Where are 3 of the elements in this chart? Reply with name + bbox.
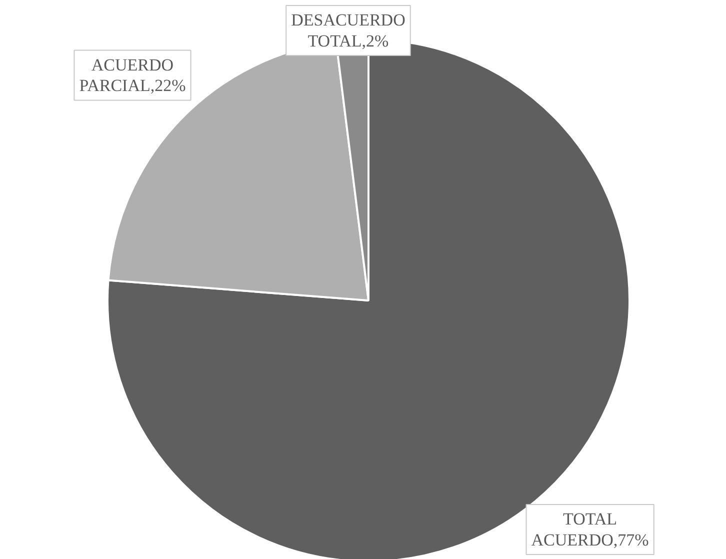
- slice-label: ACUERDO PARCIAL,22%: [79, 55, 186, 96]
- slice-label: DESACUERDO TOTAL,2%: [291, 10, 406, 50]
- slice-label: TOTAL ACUERDO,77%: [531, 510, 649, 550]
